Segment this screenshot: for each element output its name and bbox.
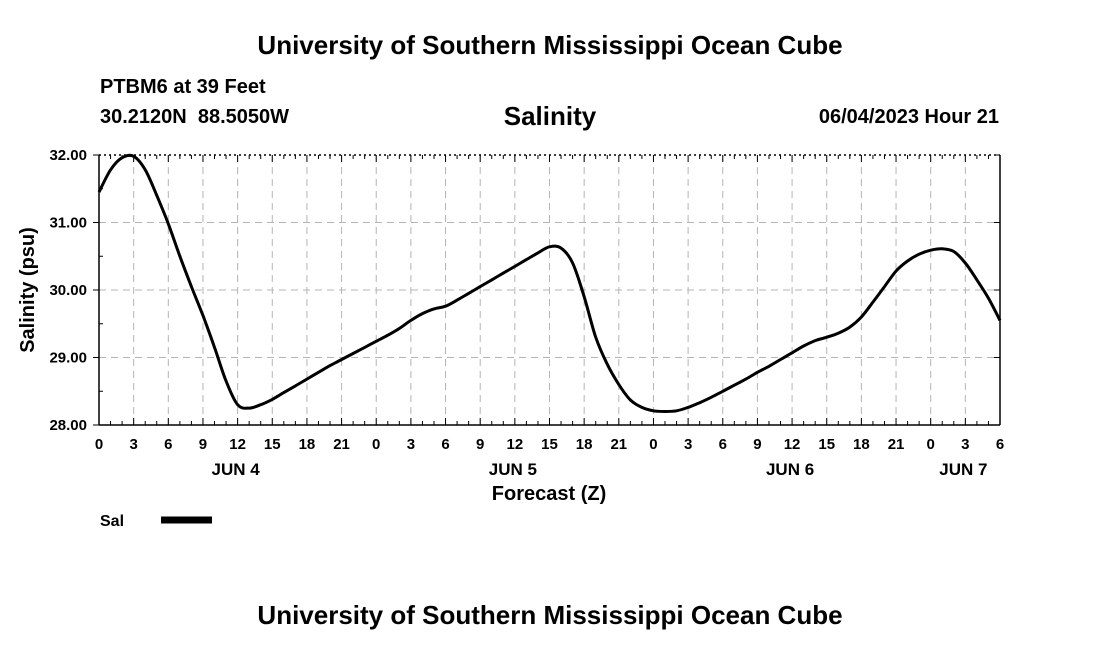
x-tick-label: 18 <box>576 436 593 453</box>
x-tick-label: 3 <box>961 436 969 453</box>
day-label: JUN 5 <box>489 460 537 479</box>
x-tick-label: 6 <box>719 436 727 453</box>
x-tick-label: 3 <box>129 436 137 453</box>
y-tick-label: 29.00 <box>49 350 87 367</box>
x-tick-label: 6 <box>996 436 1004 453</box>
y-tick-label: 31.00 <box>49 215 87 232</box>
day-label: JUN 4 <box>212 460 261 479</box>
y-axis-label: Salinity (psu) <box>17 227 39 353</box>
x-axis-label: Forecast (Z) <box>492 483 606 505</box>
x-tick-label: 12 <box>507 436 524 453</box>
x-tick-label: 15 <box>818 436 835 453</box>
x-tick-label: 21 <box>333 436 350 453</box>
y-tick-label: 30.00 <box>49 282 87 299</box>
x-tick-label: 6 <box>441 436 449 453</box>
x-tick-label: 12 <box>784 436 801 453</box>
x-tick-label: 0 <box>95 436 103 453</box>
x-tick-label: 9 <box>199 436 207 453</box>
x-tick-label: 15 <box>541 436 558 453</box>
x-tick-label: 18 <box>853 436 870 453</box>
x-tick-label: 21 <box>610 436 627 453</box>
chart-title: Salinity <box>503 101 597 131</box>
x-tick-label: 18 <box>299 436 316 453</box>
x-tick-label: 9 <box>476 436 484 453</box>
x-tick-label: 6 <box>164 436 172 453</box>
legend-label: Sal <box>100 513 124 530</box>
station-coordinates: 30.2120N 88.5050W <box>100 106 290 128</box>
x-tick-label: 3 <box>684 436 692 453</box>
page-title: University of Southern Mississippi Ocean… <box>257 30 843 60</box>
day-label: JUN 7 <box>939 460 987 479</box>
forecast-timestamp: 06/04/2023 Hour 21 <box>818 106 999 128</box>
x-tick-label: 0 <box>372 436 380 453</box>
x-tick-label: 15 <box>264 436 281 453</box>
x-tick-label: 9 <box>753 436 761 453</box>
x-tick-label: 0 <box>649 436 657 453</box>
x-tick-label: 12 <box>229 436 246 453</box>
x-tick-label: 3 <box>407 436 415 453</box>
y-tick-label: 32.00 <box>49 147 87 164</box>
y-tick-label: 28.00 <box>49 417 87 434</box>
x-tick-label: 0 <box>927 436 935 453</box>
day-label: JUN 6 <box>766 460 814 479</box>
footer-title: University of Southern Mississippi Ocean… <box>257 600 843 630</box>
x-tick-label: 21 <box>888 436 905 453</box>
station-label: PTBM6 at 39 Feet <box>100 76 266 98</box>
salinity-series-line <box>97 153 1002 413</box>
